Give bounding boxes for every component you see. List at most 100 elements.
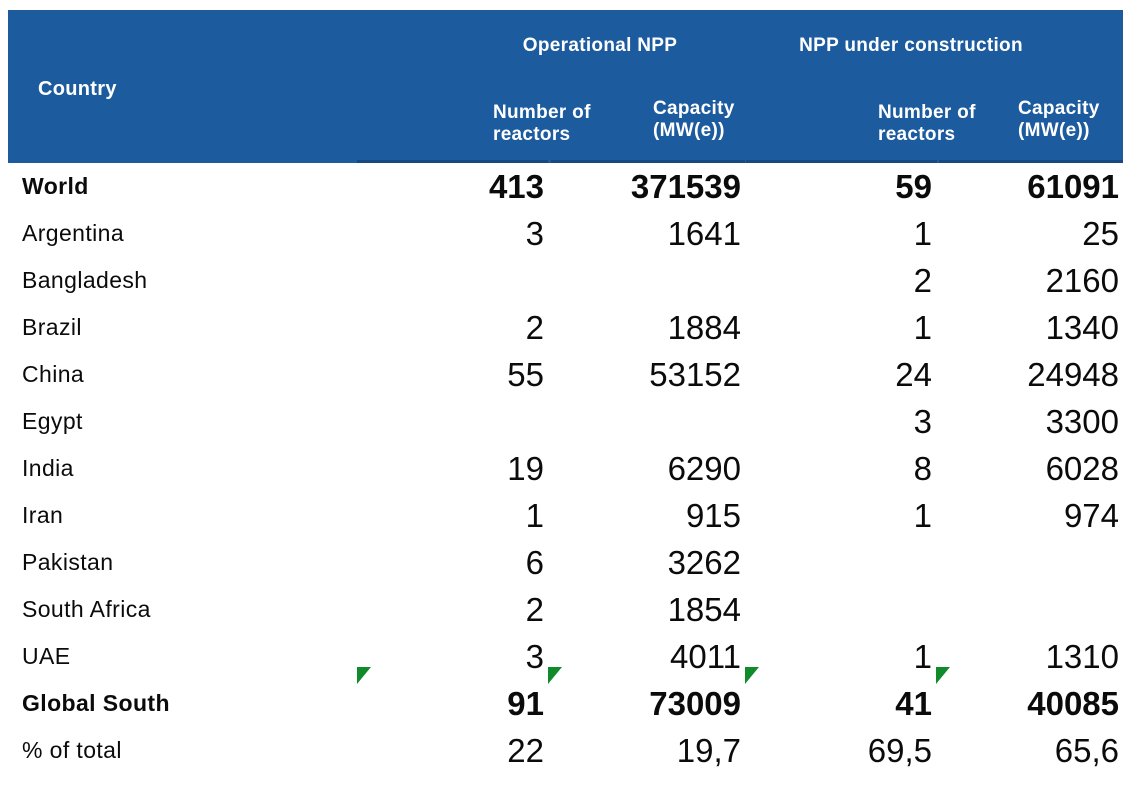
- column-header-line: Number of: [878, 102, 976, 123]
- construction-reactors-cell: 41: [745, 667, 936, 727]
- operational-capacity-cell: 915: [685, 497, 741, 534]
- table-row: China 55 53152 24 24948: [8, 351, 1123, 398]
- operational-reactors-cell: [357, 257, 548, 304]
- table-row: Argentina 3 1641 1 25: [8, 210, 1123, 257]
- operational-reactors-cell: 2: [525, 591, 544, 628]
- column-header-line: Capacity: [653, 98, 735, 119]
- country-cell: China: [22, 361, 85, 387]
- operational-reactors-cell: 6: [525, 544, 544, 581]
- header-bottom-edge: [551, 160, 745, 163]
- construction-reactors-cell: 1: [913, 638, 932, 675]
- country-cell: Argentina: [22, 220, 125, 246]
- construction-capacity-cell: 40085: [936, 667, 1123, 727]
- construction-reactors-cell: 3: [913, 403, 932, 440]
- operational-capacity-cell: [548, 257, 745, 304]
- table-row: % of total 22 19,7 69,5 65,6: [8, 727, 1123, 774]
- country-cell: Pakistan: [22, 549, 114, 575]
- column-header-operational-capacity: Capacity (MW(e)): [653, 98, 735, 142]
- construction-reactors-cell: 1: [913, 215, 932, 252]
- table-row: Brazil 2 1884 1 1340: [8, 304, 1123, 351]
- country-cell: % of total: [22, 737, 122, 763]
- construction-capacity-cell: 61091: [1027, 168, 1119, 205]
- operational-reactors-cell: 2: [525, 309, 544, 346]
- column-header-line: Number of: [493, 102, 591, 123]
- construction-capacity-cell: 3300: [1045, 403, 1119, 440]
- country-cell: Brazil: [22, 314, 82, 340]
- column-header-line: Capacity: [1018, 98, 1100, 119]
- operational-capacity-cell: 6290: [667, 450, 741, 487]
- column-header-operational-reactors: Number of reactors: [493, 102, 591, 146]
- header-bottom-edge: [746, 160, 937, 163]
- table-row: Global South 91 73009 41 40085: [8, 667, 1123, 727]
- group-header-npp-under-construction: NPP under construction: [799, 35, 1023, 56]
- table-row: UAE 3 4011 1 1310: [8, 633, 1123, 680]
- operational-capacity-cell: [548, 398, 745, 445]
- column-header-construction-capacity: Capacity (MW(e)): [1018, 98, 1100, 142]
- construction-capacity-cell: [936, 539, 1123, 586]
- construction-capacity-cell: 2160: [1045, 262, 1119, 299]
- operational-reactors-cell: 3: [525, 215, 544, 252]
- operational-reactors-cell: [357, 398, 548, 445]
- construction-capacity-cell: 65,6: [1054, 732, 1119, 769]
- operational-capacity-cell: 371539: [630, 168, 741, 205]
- country-cell: UAE: [22, 643, 71, 669]
- operational-capacity-cell: 4011: [670, 638, 741, 675]
- country-cell: India: [22, 455, 74, 481]
- construction-capacity-cell: [936, 586, 1123, 633]
- operational-reactors-cell: 413: [488, 168, 544, 205]
- country-cell: Iran: [22, 502, 64, 528]
- country-cell: Egypt: [22, 408, 83, 434]
- construction-reactors-cell: 2: [913, 262, 932, 299]
- operational-reactors-cell: 1: [525, 497, 544, 534]
- table-body: World 413 371539 59 61091 Argentina 3 16…: [8, 163, 1123, 774]
- group-header-operational-npp: Operational NPP: [522, 35, 678, 56]
- operational-capacity-cell: 19,7: [676, 732, 741, 769]
- construction-reactors-cell: 59: [895, 168, 932, 205]
- operational-reactors-cell: 3: [525, 638, 544, 675]
- operational-reactors-cell: 19: [507, 450, 544, 487]
- column-header-line: (MW(e)): [653, 120, 725, 141]
- table-header: Country Operational NPP NPP under constr…: [8, 10, 1123, 163]
- construction-capacity-cell: 1310: [1045, 638, 1119, 675]
- table-row: Egypt 3 3300: [8, 398, 1123, 445]
- country-cell: South Africa: [22, 596, 151, 622]
- table-row: South Africa 2 1854: [8, 586, 1123, 633]
- table-row: India 19 6290 8 6028: [8, 445, 1123, 492]
- column-header-construction-reactors: Number of reactors: [878, 102, 976, 146]
- construction-capacity-cell: 25: [1082, 215, 1119, 252]
- construction-capacity-cell: 6028: [1045, 450, 1119, 487]
- operational-reactors-cell: 91: [357, 667, 548, 727]
- country-cell: Global South: [22, 690, 170, 716]
- table-row: Bangladesh 2 2160: [8, 257, 1123, 304]
- table-row: Pakistan 6 3262: [8, 539, 1123, 586]
- construction-capacity-cell: 974: [1063, 497, 1119, 534]
- operational-reactors-cell: 22: [507, 732, 544, 769]
- country-cell: World: [22, 173, 89, 199]
- construction-reactors-cell: 1: [913, 497, 932, 534]
- header-bottom-edge: [357, 160, 548, 163]
- construction-reactors-cell: 24: [895, 356, 932, 393]
- operational-capacity-cell: 1854: [667, 591, 741, 628]
- operational-capacity-cell: 1884: [667, 309, 741, 346]
- operational-capacity-cell: 73009: [548, 667, 745, 727]
- construction-capacity-cell: 1340: [1045, 309, 1119, 346]
- construction-reactors-cell: 1: [913, 309, 932, 346]
- operational-capacity-cell: 1641: [667, 215, 741, 252]
- operational-capacity-cell: 3262: [667, 544, 741, 581]
- construction-reactors-cell: [745, 539, 936, 586]
- construction-reactors-cell: [745, 586, 936, 633]
- column-header-line: reactors: [878, 124, 956, 145]
- operational-capacity-cell: 53152: [649, 356, 741, 393]
- header-bottom-edge: [939, 160, 1123, 163]
- construction-reactors-cell: 69,5: [867, 732, 932, 769]
- column-header-line: reactors: [493, 124, 571, 145]
- column-header-country: Country: [38, 78, 117, 100]
- table-row: World 413 371539 59 61091: [8, 163, 1123, 210]
- operational-reactors-cell: 55: [507, 356, 544, 393]
- construction-reactors-cell: 8: [913, 450, 932, 487]
- column-header-line: (MW(e)): [1018, 120, 1090, 141]
- construction-capacity-cell: 24948: [1027, 356, 1119, 393]
- country-cell: Bangladesh: [22, 267, 148, 293]
- table-row: Iran 1 915 1 974: [8, 492, 1123, 539]
